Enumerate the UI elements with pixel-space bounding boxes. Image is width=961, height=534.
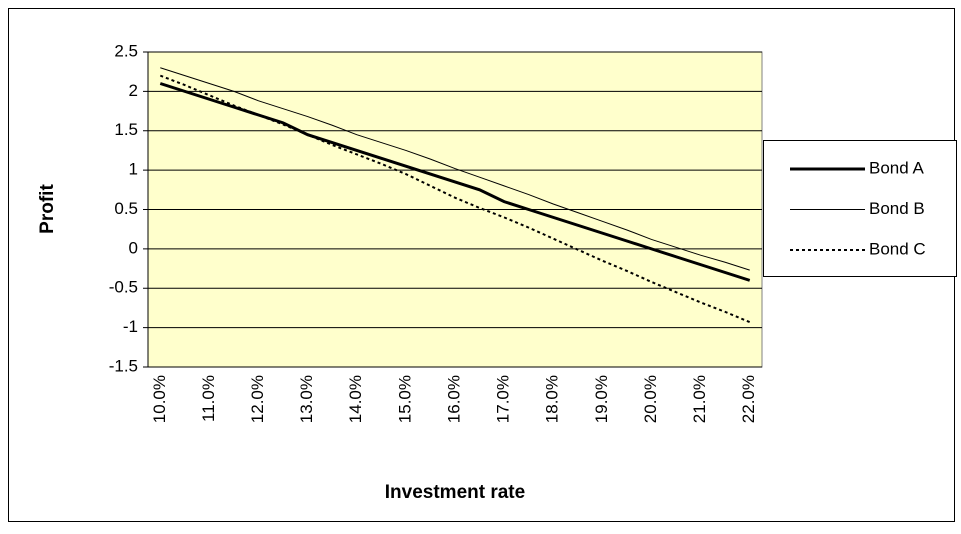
y-tick-label: 1: [129, 160, 138, 179]
x-tick-label: 19.0%: [592, 375, 611, 423]
x-tick-label: 13.0%: [297, 375, 316, 423]
x-tick-label: 18.0%: [543, 375, 562, 423]
y-tick-label: -1.5: [109, 356, 138, 375]
series-line: [160, 67, 750, 271]
y-tick-label: -0.5: [109, 278, 138, 297]
y-tick-label: 2.5: [114, 41, 138, 60]
x-axis-title: Investment rate: [385, 482, 525, 503]
x-tick-label: 11.0%: [199, 375, 218, 422]
legend-label: Bond C: [869, 239, 926, 258]
y-tick-label: 2: [129, 81, 138, 100]
x-tick-label: 21.0%: [690, 375, 709, 423]
x-tick-label: 14.0%: [346, 375, 365, 423]
x-tick-label: 10.0%: [150, 375, 169, 423]
x-tick-label: 12.0%: [248, 375, 267, 423]
series-line: [159, 74, 751, 324]
y-tick-label: 0.5: [114, 199, 138, 218]
legend: [763, 140, 957, 277]
y-axis-title: Profit: [37, 184, 58, 234]
y-tick-label: 1.5: [114, 120, 138, 139]
x-tick-label: 16.0%: [444, 375, 463, 423]
x-tick-label: 20.0%: [641, 375, 660, 423]
y-tick-label: 0: [129, 238, 138, 257]
legend-label: Bond B: [869, 199, 925, 218]
y-tick-label: -1: [123, 317, 138, 336]
series-line: [159, 82, 751, 282]
legend-label: Bond A: [869, 158, 924, 177]
x-tick-label: 22.0%: [739, 375, 758, 423]
x-tick-label: 15.0%: [395, 375, 414, 423]
x-tick-label: 17.0%: [494, 375, 513, 423]
